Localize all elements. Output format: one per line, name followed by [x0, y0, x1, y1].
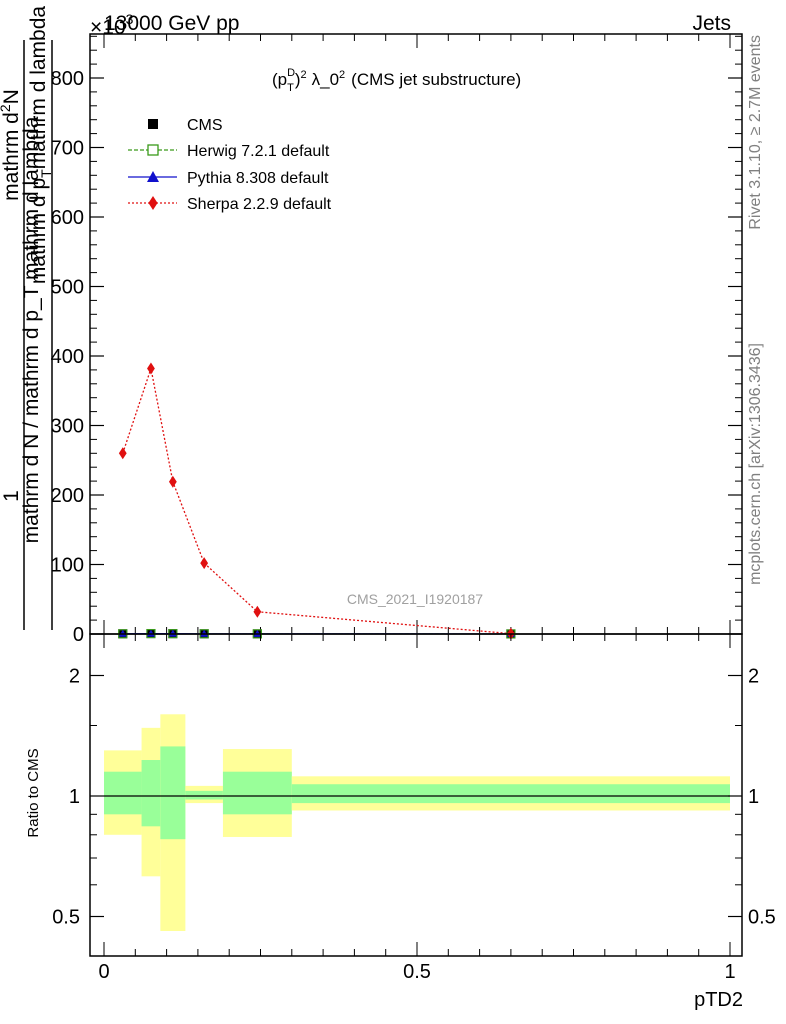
process-label: Jets: [692, 12, 731, 35]
legend: CMS Herwig 7.2.1 default Pythia 8.308 defa…: [128, 117, 332, 213]
legend-entry-label: Herwig 7.2.1 default: [187, 143, 330, 160]
ratio-panel: 0.5 0.5 1 1 2 2 0 0.5 1: [52, 633, 776, 983]
sherpa-point: [200, 557, 209, 570]
main-ytick-label: 700: [51, 138, 84, 160]
ratio-ytick-label-right: 2: [748, 666, 759, 688]
ylabel-line1: mathrm d2N: [0, 89, 23, 201]
ratio-xtick-label: 0: [98, 961, 109, 983]
legend-entry-label: CMS: [187, 117, 223, 134]
rivet-version-label: Rivet 3.1.10, ≥ 2.7M events: [747, 35, 764, 230]
collision-energy-label: 13000 GeV pp: [104, 12, 239, 35]
sherpa-point: [118, 447, 127, 460]
ratio-band-inner: [185, 790, 223, 800]
ratio-ytick-label-left: 1: [69, 786, 80, 808]
legend-cms-marker: [148, 119, 158, 129]
ratio-ytick-label-right: 0.5: [748, 907, 776, 929]
ratio-band-inner: [104, 771, 142, 815]
ratio-band-inner: [291, 784, 730, 804]
legend-entry-label: Pythia 8.308 default: [187, 170, 329, 187]
chart-title: (pD T)2 λ_02 (CMS jet substructure): [272, 67, 521, 94]
sherpa-point: [147, 362, 155, 375]
ratio-y-axis-label: Ratio to CMS: [25, 748, 42, 837]
main-ytick-label: 800: [51, 68, 84, 90]
sherpa-point: [253, 605, 262, 618]
legend-pythia-marker: [147, 171, 159, 182]
ratio-band-inner: [222, 771, 292, 815]
main-ytick-label: 100: [51, 555, 84, 577]
main-ytick-label: 500: [51, 277, 84, 299]
ylabel-numerator: 1: [0, 490, 23, 502]
pythia-point: [168, 629, 177, 637]
main-ytick-label: 400: [51, 346, 84, 368]
ratio-band-inner: [141, 760, 161, 827]
legend-sherpa-marker: [148, 196, 158, 210]
sherpa-point: [168, 475, 177, 488]
ratio-ytick-label-left: 0.5: [52, 907, 80, 929]
main-ytick-label: 600: [51, 207, 84, 229]
legend-herwig-marker: [147, 144, 159, 156]
ratio-ytick-label-right: 1: [748, 786, 759, 808]
ratio-xtick-label: 1: [724, 961, 735, 983]
main-ytick-label: 300: [51, 416, 84, 438]
analysis-watermark: CMS_2021_I1920187: [347, 591, 483, 607]
ratio-ytick-label-left: 2: [69, 666, 80, 688]
x-axis-label: pTD2: [694, 989, 743, 1011]
ratio-band-inner: [160, 746, 186, 840]
ylabel-line2: mathrm d pTmathrm d lambda: [27, 6, 54, 284]
main-y-axis-label: 1 mathrm d N / mathrm d p_T mathrm d lam…: [0, 6, 54, 630]
pythia-point: [146, 629, 155, 637]
ylabel-denominator: mathrm d N / mathrm d p_T mathrm d lambd…: [20, 116, 43, 543]
ratio-frame: [89, 633, 743, 957]
legend-entry-label: Sherpa 2.2.9 default: [187, 196, 332, 213]
sherpa-line: [122, 365, 511, 635]
mcplots-label: mcplots.cern.ch [arXiv:1306.3436]: [747, 343, 764, 585]
main-ytick-label: 200: [51, 485, 84, 507]
main-ytick-label: 0: [73, 624, 84, 646]
ratio-xtick-label: 0.5: [403, 961, 431, 983]
